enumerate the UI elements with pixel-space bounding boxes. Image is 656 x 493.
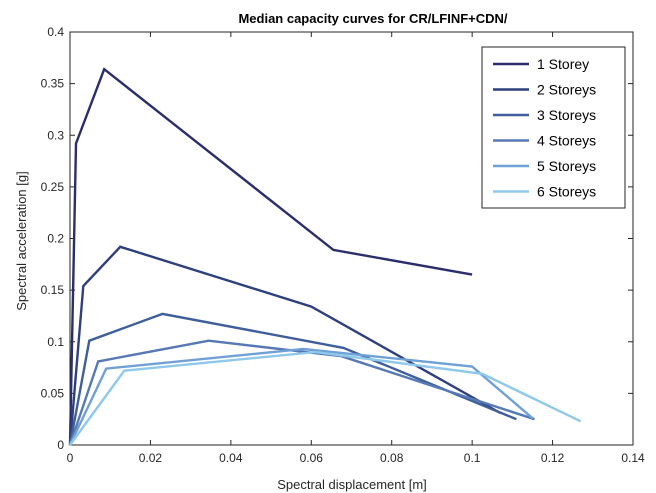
series-line (68, 312, 517, 446)
legend-entry-label: 3 Storeys (537, 107, 596, 123)
x-tick-label: 0.04 (219, 451, 243, 465)
legend-entry-label: 4 Storeys (537, 133, 596, 149)
series-line (68, 67, 473, 446)
chart-legend: 1 Storey 2 Storeys 3 Storeys 4 Storeys 5 Sto… (481, 46, 626, 209)
legend-entry-label: 6 Storeys (537, 184, 596, 200)
y-tick-label: 0.2 (47, 232, 64, 246)
y-tick-label: 0 (57, 438, 64, 452)
series-line (68, 339, 535, 446)
series-line (69, 350, 582, 446)
y-tick-label: 0.05 (41, 386, 65, 400)
x-tick-label: 0.08 (380, 451, 404, 465)
legend-box (481, 46, 626, 209)
series-line (68, 245, 501, 446)
x-tick-label: 0.12 (541, 451, 565, 465)
x-tick-label: 0.14 (621, 451, 645, 465)
y-tick-label: 0.3 (47, 128, 64, 142)
x-tick-label: 0.1 (464, 451, 481, 465)
y-axis-label: Spectral acceleration [g] (14, 171, 29, 310)
x-tick-label: 0.06 (300, 451, 324, 465)
x-tick-label: 0 (67, 451, 74, 465)
y-tick-label: 0.25 (41, 180, 65, 194)
legend-entry-label: 1 Storey (537, 56, 589, 72)
series-line (68, 347, 534, 446)
x-axis-label: Spectral displacement [m] (277, 477, 427, 492)
y-tick-label: 0.1 (47, 335, 64, 349)
chart-title: Median capacity curves for CR/LFINF+CDN/ (238, 11, 507, 26)
legend-entry-label: 5 Storeys (537, 158, 596, 174)
y-tick-label: 0.4 (47, 25, 64, 39)
legend-entry-label: 2 Storeys (537, 82, 596, 98)
x-tick-label: 0.02 (139, 451, 163, 465)
y-tick-label: 0.35 (41, 77, 65, 91)
y-tick-label: 0.15 (41, 283, 65, 297)
